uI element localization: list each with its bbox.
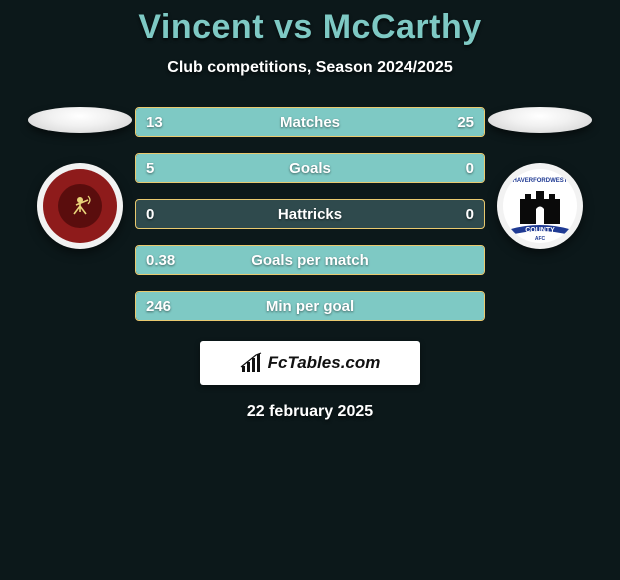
left-player-col [25, 107, 135, 249]
badge-left-ring [43, 169, 117, 243]
stat-value-left: 0.38 [146, 252, 175, 269]
player-right-placeholder [488, 107, 592, 133]
svg-text:AFC: AFC [535, 236, 546, 242]
stat-value-right: 25 [457, 114, 474, 131]
stat-label: Goals [289, 160, 331, 177]
main-row: 13 Matches 25 5 Goals 0 0 Hattricks 0 0.38 Goals p… [0, 107, 620, 321]
stat-value-left: 13 [146, 114, 163, 131]
svg-text:COUNTY: COUNTY [525, 227, 555, 234]
stat-value-left: 0 [146, 206, 154, 223]
player-left-placeholder [28, 107, 132, 133]
date-line: 22 february 2025 [0, 403, 620, 421]
stat-row: 13 Matches 25 [135, 107, 485, 137]
stat-row: 246 Min per goal [135, 291, 485, 321]
club-badge-left [37, 163, 123, 249]
archer-icon [66, 192, 94, 220]
stats-column: 13 Matches 25 5 Goals 0 0 Hattricks 0 0.38 Goals p… [135, 107, 485, 321]
stat-label: Goals per match [251, 252, 369, 269]
bar-chart-icon [240, 352, 262, 374]
stat-value-left: 246 [146, 298, 171, 315]
brand-attribution[interactable]: FcTables.com [200, 341, 420, 385]
stat-value-right: 0 [466, 160, 474, 177]
page-title: Vincent vs McCarthy [0, 8, 620, 47]
comparison-card: Vincent vs McCarthy Club competitions, S… [0, 0, 620, 421]
right-player-col: HAVERFORDWEST COUNTY AFC [485, 107, 595, 249]
stat-row: 0.38 Goals per match [135, 245, 485, 275]
badge-right-inner: HAVERFORDWEST COUNTY AFC [503, 169, 577, 243]
club-badge-right: HAVERFORDWEST COUNTY AFC [497, 163, 583, 249]
stat-row: 5 Goals 0 [135, 153, 485, 183]
badge-left-inner [58, 184, 102, 228]
svg-text:HAVERFORDWEST: HAVERFORDWEST [513, 178, 568, 184]
stat-label: Hattricks [278, 206, 342, 223]
stat-row: 0 Hattricks 0 [135, 199, 485, 229]
stat-value-left: 5 [146, 160, 154, 177]
stat-value-right: 0 [466, 206, 474, 223]
stat-label: Matches [280, 114, 340, 131]
brand-text: FcTables.com [268, 353, 381, 373]
stat-label: Min per goal [266, 298, 354, 315]
castle-crest-icon: HAVERFORDWEST COUNTY AFC [503, 169, 577, 243]
subtitle: Club competitions, Season 2024/2025 [0, 59, 620, 77]
